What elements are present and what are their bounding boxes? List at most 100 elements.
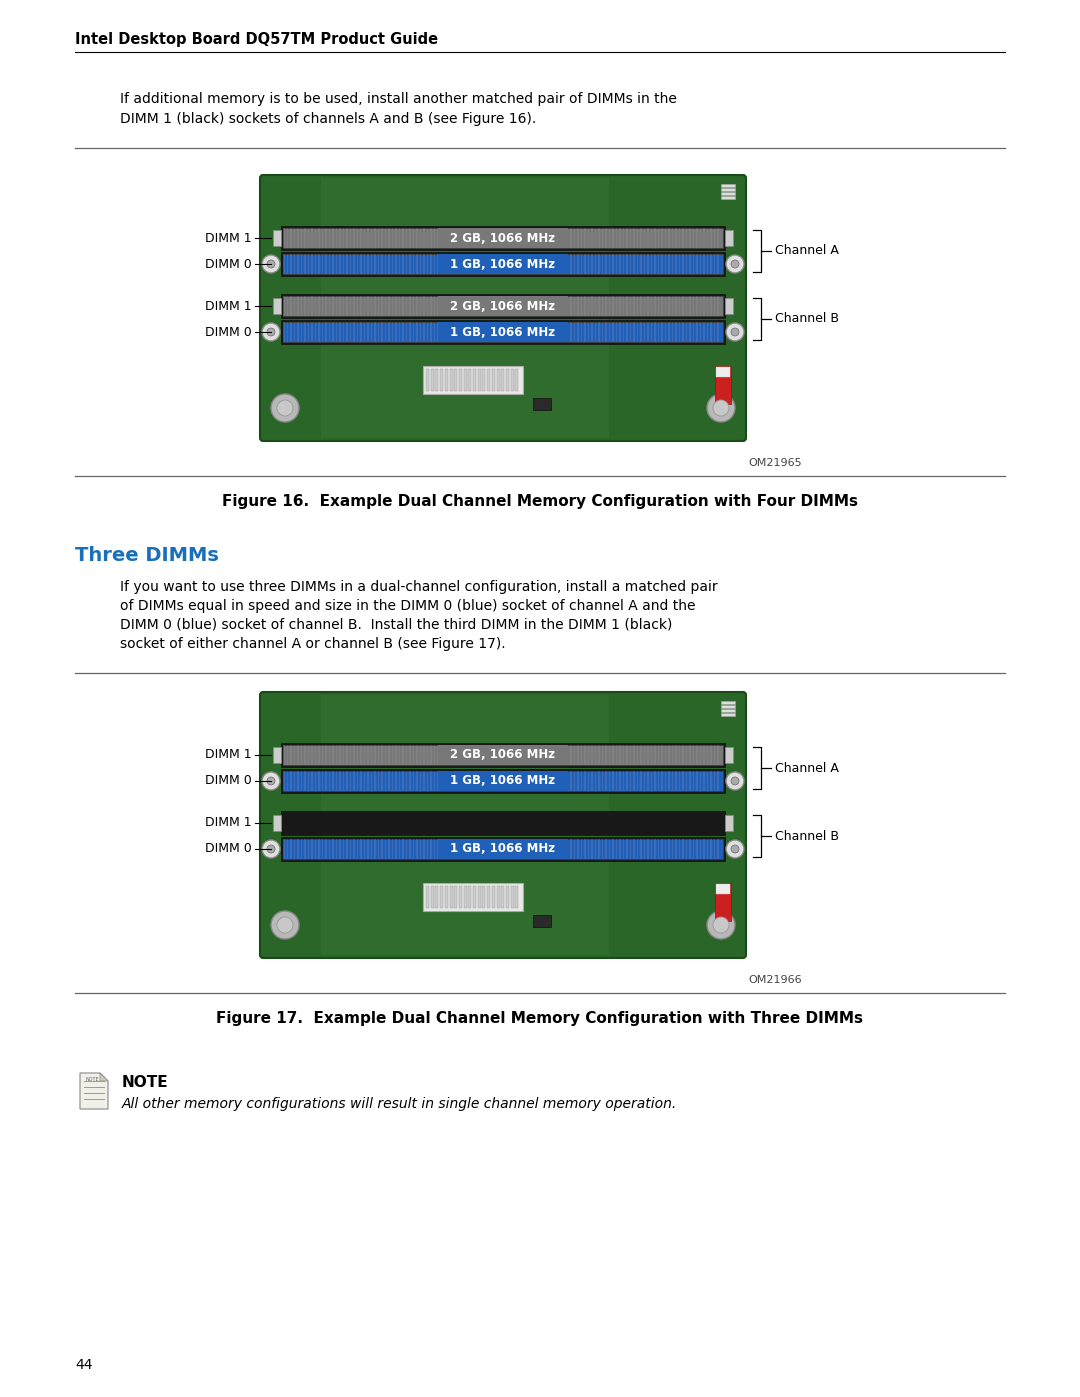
- Bar: [463, 369, 467, 391]
- Bar: [622, 321, 624, 342]
- Bar: [318, 228, 320, 249]
- Bar: [353, 228, 354, 249]
- Bar: [503, 745, 505, 766]
- Bar: [423, 745, 424, 766]
- Text: DIMM 1 (black) sockets of channels A and B (see Figure 16).: DIMM 1 (black) sockets of channels A and…: [120, 112, 537, 126]
- Bar: [689, 840, 690, 859]
- Bar: [441, 228, 442, 249]
- Bar: [445, 886, 448, 908]
- Bar: [511, 321, 512, 342]
- Bar: [503, 296, 505, 316]
- Bar: [556, 771, 557, 791]
- Bar: [622, 745, 624, 766]
- Bar: [636, 321, 638, 342]
- Bar: [710, 254, 712, 274]
- Text: DIMM 0: DIMM 0: [205, 326, 252, 338]
- Bar: [591, 296, 593, 316]
- Bar: [283, 321, 723, 342]
- Bar: [700, 771, 701, 791]
- Bar: [273, 298, 281, 314]
- Bar: [654, 296, 656, 316]
- Bar: [542, 771, 543, 791]
- Bar: [451, 254, 453, 274]
- Bar: [567, 745, 568, 766]
- Bar: [416, 771, 418, 791]
- Bar: [511, 296, 512, 316]
- Bar: [559, 745, 561, 766]
- Bar: [581, 228, 582, 249]
- Bar: [465, 745, 467, 766]
- Bar: [706, 254, 708, 274]
- Bar: [675, 840, 676, 859]
- Bar: [545, 771, 546, 791]
- Bar: [291, 228, 292, 249]
- Bar: [291, 771, 292, 791]
- Bar: [328, 771, 330, 791]
- Bar: [528, 745, 529, 766]
- Bar: [399, 321, 400, 342]
- Bar: [339, 745, 340, 766]
- Bar: [706, 745, 708, 766]
- Bar: [700, 745, 701, 766]
- Bar: [681, 745, 684, 766]
- Bar: [447, 296, 449, 316]
- Bar: [715, 883, 731, 921]
- Bar: [346, 745, 348, 766]
- Bar: [297, 321, 298, 342]
- Bar: [492, 254, 495, 274]
- Bar: [367, 745, 368, 766]
- Bar: [430, 296, 432, 316]
- Bar: [644, 254, 645, 274]
- Bar: [658, 840, 659, 859]
- Bar: [300, 321, 302, 342]
- Bar: [294, 840, 295, 859]
- Bar: [715, 366, 731, 404]
- Bar: [605, 771, 607, 791]
- Bar: [647, 321, 648, 342]
- Bar: [559, 254, 561, 274]
- Bar: [497, 771, 498, 791]
- Bar: [608, 296, 610, 316]
- Bar: [689, 228, 690, 249]
- Bar: [314, 745, 316, 766]
- Bar: [426, 886, 429, 908]
- Bar: [588, 771, 589, 791]
- Bar: [328, 321, 330, 342]
- Bar: [689, 321, 690, 342]
- Bar: [647, 771, 648, 791]
- Bar: [622, 296, 624, 316]
- Bar: [426, 369, 429, 391]
- Bar: [458, 745, 459, 766]
- Bar: [339, 296, 340, 316]
- Bar: [619, 228, 621, 249]
- Bar: [647, 228, 648, 249]
- Bar: [672, 840, 673, 859]
- Bar: [430, 745, 432, 766]
- Bar: [545, 745, 546, 766]
- Bar: [672, 771, 673, 791]
- Bar: [475, 771, 477, 791]
- Bar: [710, 296, 712, 316]
- Bar: [500, 840, 501, 859]
- Bar: [636, 840, 638, 859]
- Bar: [573, 321, 575, 342]
- Bar: [388, 296, 390, 316]
- Bar: [353, 771, 354, 791]
- Bar: [692, 254, 694, 274]
- Bar: [692, 745, 694, 766]
- Bar: [714, 296, 715, 316]
- Bar: [303, 228, 306, 249]
- Bar: [318, 321, 320, 342]
- Bar: [511, 254, 512, 274]
- Bar: [598, 771, 599, 791]
- Bar: [402, 254, 404, 274]
- Bar: [364, 254, 365, 274]
- Bar: [654, 254, 656, 274]
- Bar: [602, 296, 603, 316]
- Bar: [570, 321, 571, 342]
- Bar: [441, 886, 443, 908]
- Bar: [413, 771, 414, 791]
- Bar: [650, 840, 652, 859]
- Bar: [360, 228, 362, 249]
- Bar: [483, 321, 484, 342]
